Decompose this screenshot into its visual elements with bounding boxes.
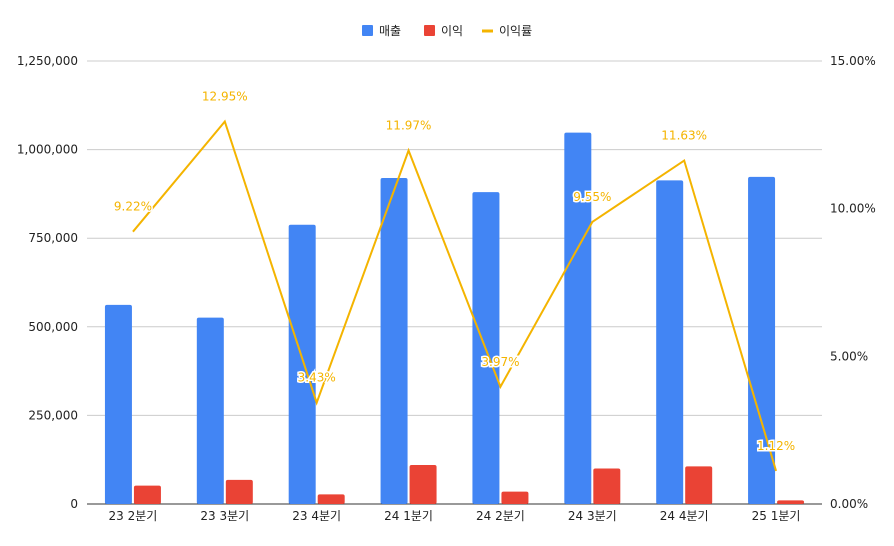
bar-profit [409,464,437,504]
data-label-margin: 12.95% [202,90,248,104]
bar-profit [777,500,805,504]
line-margin [132,119,778,472]
x-tick-label: 24 4분기 [660,509,709,523]
x-tick-label: 25 1분기 [752,509,801,523]
legend-swatch-bar [424,25,435,36]
legend-label: 이익률 [499,24,532,38]
left-tick-label: 1,000,000 [17,143,78,157]
legend-swatch-bar [362,25,373,36]
bar-revenue [564,132,592,504]
bar-profit [593,468,621,504]
right-tick-label: 15.00% [830,54,876,68]
legend: 매출 이익 이익률 [362,24,532,38]
left-tick-label: 250,000 [28,408,78,422]
bar-revenue [196,317,224,504]
legend-label: 이익 [441,24,463,38]
right-tick-label: 10.00% [830,202,876,216]
x-tick-label: 24 1분기 [384,509,433,523]
x-axis-ticks: 23 2분기 23 3분기 23 4분기 24 1분기 24 2분기 24 3분기 24 4… [109,509,801,523]
bar-profit [501,491,529,504]
bar-profit [685,466,713,504]
right-tick-label: 5.00% [830,349,868,363]
bar-profit [225,479,253,504]
bar-revenue [104,304,132,504]
x-tick-label: 24 3분기 [568,509,617,523]
data-label-margin: 3.43% [298,371,336,385]
left-tick-label: 1,250,000 [17,54,78,68]
bar-revenue [288,224,316,505]
x-tick-label: 24 2분기 [476,509,525,523]
right-tick-label: 0.00% [830,497,868,511]
left-tick-label: 0 [70,497,78,511]
data-label-margin: 9.22% [114,200,152,214]
bars [104,132,805,505]
margin-line: 9.22% 12.95% 3.43% 11.97% 3.97% 9.55% 11.63% 1.… [112,88,797,472]
bar-profit [133,485,161,504]
bar-revenue [380,177,408,504]
data-label-margin: 9.55% [573,190,611,204]
legend-label: 매출 [379,24,401,38]
data-label-margin: 1.12% [757,439,795,453]
left-tick-label: 500,000 [28,320,78,334]
right-axis-ticks: 0.00% 5.00% 10.00% 15.00% [830,54,876,511]
x-tick-label: 23 3분기 [200,509,249,523]
x-tick-label: 23 4분기 [292,509,341,523]
data-label-margin: 11.97% [386,118,432,132]
x-tick-label: 23 2분기 [109,509,158,523]
data-label-margin: 3.97% [481,355,519,369]
data-label-margin: 11.63% [661,129,707,143]
bar-revenue [748,176,776,504]
left-tick-label: 750,000 [28,231,78,245]
left-axis-ticks: 0 250,000 500,000 750,000 1,000,000 1,250,000 [17,54,78,511]
bar-revenue [656,180,684,504]
bar-profit [317,494,345,504]
